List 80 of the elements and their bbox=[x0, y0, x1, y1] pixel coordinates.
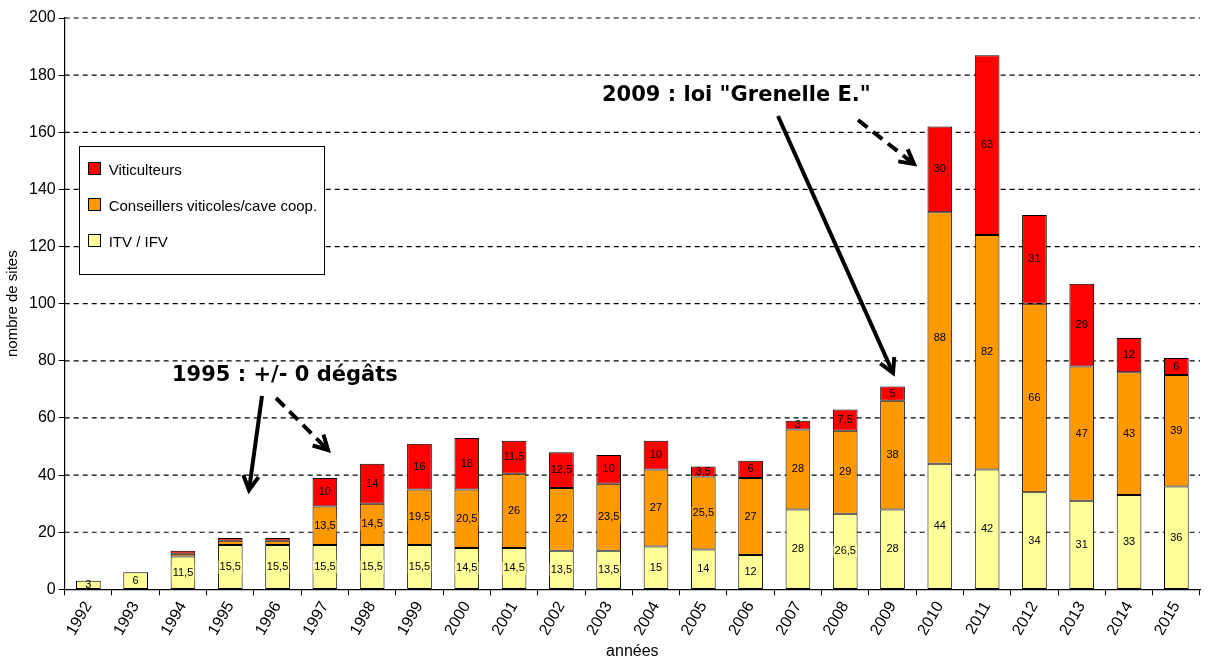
data-label: 6 bbox=[747, 462, 754, 475]
data-label: 16 bbox=[413, 459, 426, 472]
y-tick-label: 160 bbox=[28, 122, 56, 140]
data-label: 15,5 bbox=[266, 560, 289, 573]
data-label: 14,5 bbox=[503, 561, 525, 574]
annotation: 1995 : +/- 0 dégâts bbox=[172, 362, 398, 386]
y-tick-label: 120 bbox=[28, 236, 56, 254]
y-tick-label: 60 bbox=[37, 408, 56, 426]
data-label: 66 bbox=[1028, 391, 1041, 403]
data-label: 42 bbox=[981, 522, 994, 535]
data-label: 14 bbox=[697, 562, 710, 575]
data-label: 36 bbox=[1170, 530, 1183, 543]
y-tick-label: 0 bbox=[46, 579, 56, 597]
data-label: 27 bbox=[744, 509, 757, 522]
data-label: 13,5 bbox=[597, 562, 620, 575]
y-tick-label: 180 bbox=[28, 65, 56, 83]
data-label: 39 bbox=[1170, 423, 1183, 436]
data-label: 63 bbox=[981, 138, 994, 151]
data-label: 30 bbox=[933, 162, 946, 175]
data-label: 10 bbox=[602, 462, 615, 475]
data-label: 38 bbox=[886, 448, 899, 461]
data-label: 29 bbox=[1075, 318, 1088, 331]
data-label: 12 bbox=[744, 565, 757, 578]
data-label: 28 bbox=[791, 542, 805, 555]
data-label: 11,5 bbox=[503, 450, 525, 463]
legend-label: Viticulteurs bbox=[108, 160, 183, 180]
data-label: 14 bbox=[366, 476, 379, 489]
y-tick-label: 80 bbox=[37, 351, 56, 369]
data-label: 15,5 bbox=[219, 560, 241, 573]
data-label: 12,5 bbox=[550, 463, 573, 476]
data-label: 28 bbox=[886, 542, 899, 555]
data-label: 43 bbox=[1122, 426, 1136, 439]
data-label: 47 bbox=[1075, 426, 1088, 439]
data-label: 33 bbox=[1122, 535, 1136, 548]
data-label: 19,5 bbox=[408, 510, 431, 523]
data-label: 15,5 bbox=[361, 560, 383, 573]
y-tick-label: 100 bbox=[28, 294, 56, 312]
data-label: 29 bbox=[839, 465, 852, 478]
data-label: 18 bbox=[460, 456, 473, 469]
data-label: 44 bbox=[933, 519, 946, 532]
data-label: 14,5 bbox=[361, 517, 383, 530]
legend-label: ITV / IFV bbox=[108, 231, 169, 252]
data-label: 23,5 bbox=[597, 510, 620, 523]
data-label: 6 bbox=[132, 573, 139, 586]
data-label: 34 bbox=[1028, 533, 1041, 546]
y-tick-label: 200 bbox=[28, 8, 56, 26]
data-label: 11,5 bbox=[172, 565, 194, 578]
data-label: 26,5 bbox=[834, 544, 856, 557]
y-tick-label: 20 bbox=[37, 522, 56, 540]
data-label: 7,5 bbox=[837, 413, 853, 426]
data-label: 3,5 bbox=[695, 464, 711, 477]
data-label: 5 bbox=[889, 386, 896, 399]
data-label: 14,5 bbox=[456, 561, 478, 574]
y-tick-label: 40 bbox=[37, 465, 56, 483]
data-label: 15,5 bbox=[408, 560, 431, 573]
data-label: 3 bbox=[85, 577, 92, 590]
data-label: 20,5 bbox=[456, 511, 478, 524]
data-label: 12 bbox=[1122, 348, 1136, 361]
data-label: 31 bbox=[1075, 537, 1088, 550]
data-label: 13,5 bbox=[550, 562, 573, 575]
annotation: 2009 : loi "Grenelle E." bbox=[602, 82, 871, 106]
data-label: 6 bbox=[1173, 359, 1180, 372]
data-label: 22 bbox=[555, 512, 568, 525]
data-label: 15,5 bbox=[314, 560, 336, 573]
data-label: 15 bbox=[649, 560, 663, 573]
x-axis-title: années bbox=[606, 641, 659, 659]
legend-label: Conseillers viticoles/cave coop. bbox=[108, 195, 318, 216]
data-label: 88 bbox=[933, 331, 946, 343]
data-label: 25,5 bbox=[692, 505, 715, 518]
y-axis-title: nombre de sites bbox=[3, 250, 21, 358]
data-label: 82 bbox=[981, 345, 994, 358]
data-label: 28 bbox=[791, 462, 805, 475]
data-label: 27 bbox=[649, 500, 663, 513]
data-label: 10 bbox=[318, 485, 331, 498]
data-label: 3 bbox=[794, 418, 801, 431]
data-label: 10 bbox=[649, 448, 663, 461]
y-tick-label: 140 bbox=[28, 179, 56, 197]
data-label: 31 bbox=[1028, 252, 1041, 265]
data-label: 13,5 bbox=[314, 518, 336, 531]
data-label: 26 bbox=[507, 503, 521, 516]
